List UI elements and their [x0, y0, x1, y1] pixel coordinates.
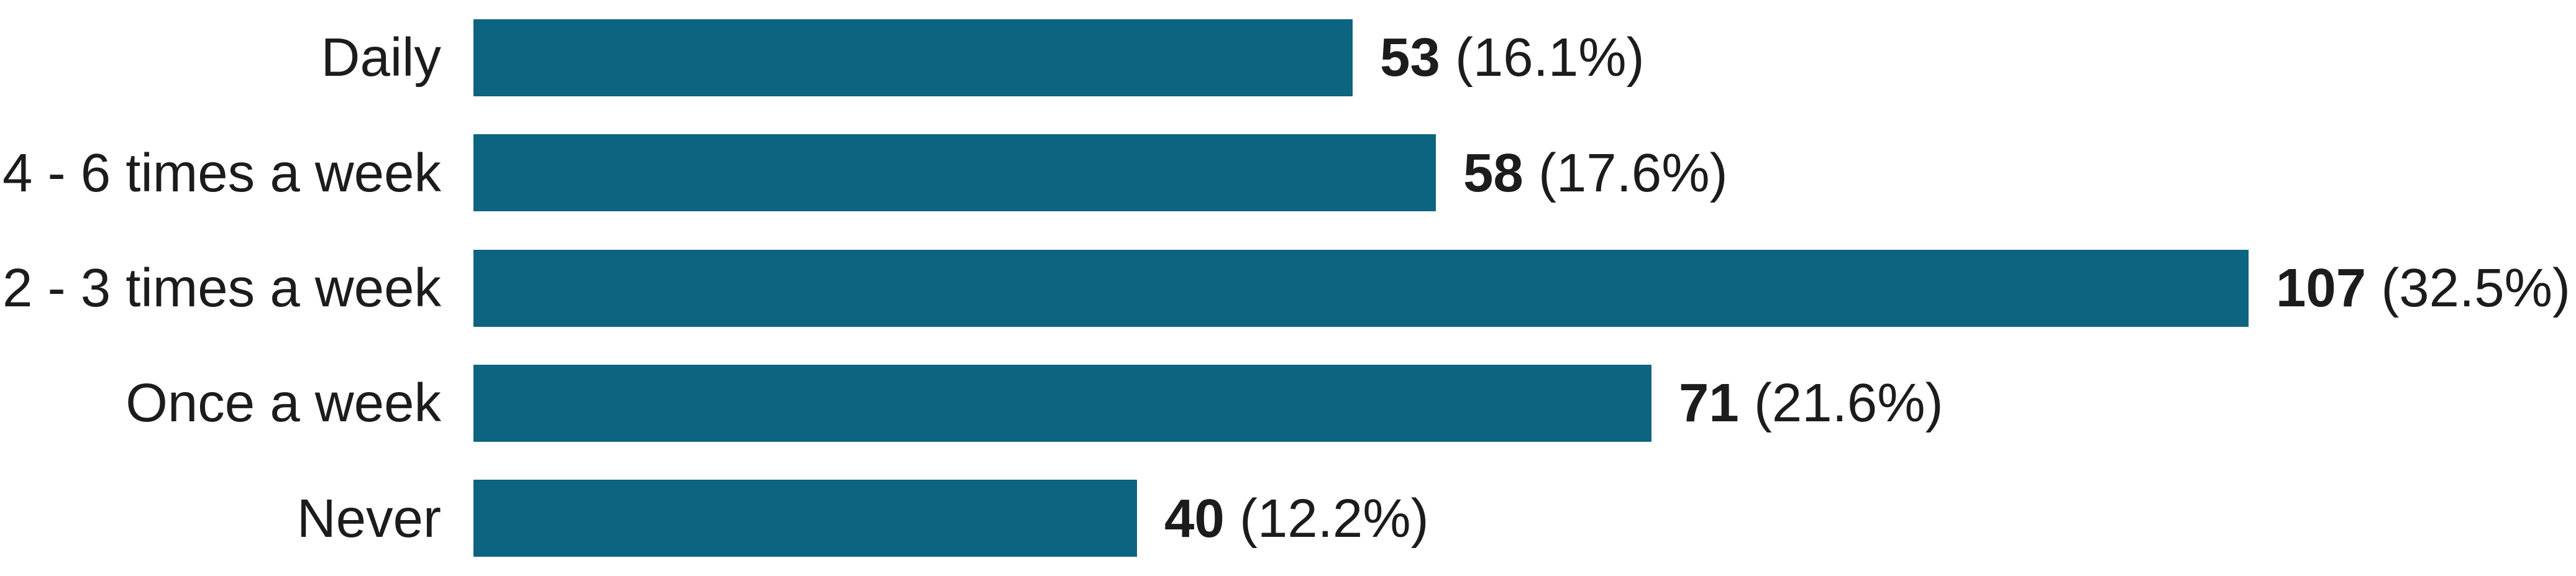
bar-row: Daily 53 (16.1%) [0, 0, 2576, 115]
value-percent: (12.2%) [1239, 488, 1429, 549]
bar-track: 53 (16.1%) [473, 19, 2576, 96]
bar-track: 40 (12.2%) [473, 480, 2576, 557]
value-count: 53 [1380, 27, 1440, 88]
value-percent: (21.6%) [1753, 373, 1943, 434]
value-count: 107 [2276, 258, 2367, 319]
value-label: 58 (17.6%) [1463, 146, 1728, 200]
category-label: Once a week [126, 373, 441, 434]
bar [473, 19, 1353, 96]
bar-row: Once a week 71 (21.6%) [0, 345, 2576, 460]
category-label: Never [296, 488, 441, 549]
value-percent: (17.6%) [1538, 142, 1728, 203]
value-percent: (16.1%) [1455, 27, 1645, 88]
value-count: 58 [1463, 142, 1523, 203]
category-label: 4 - 6 times a week [2, 142, 441, 203]
bar [473, 249, 2249, 327]
bar-track: 107 (32.5%) [473, 249, 2576, 327]
bar-row: Never 40 (12.2%) [0, 461, 2576, 576]
bar [473, 134, 1436, 212]
value-label: 40 (12.2%) [1164, 491, 1429, 546]
value-count: 71 [1679, 373, 1739, 434]
value-label: 71 (21.6%) [1679, 376, 1943, 430]
value-label: 107 (32.5%) [2276, 261, 2570, 315]
bar [473, 480, 1137, 557]
bar-track: 58 (17.6%) [473, 134, 2576, 212]
bar-row: 4 - 6 times a week 58 (17.6%) [0, 115, 2576, 230]
bar-row: 2 - 3 times a week 107 (32.5%) [0, 231, 2576, 345]
value-count: 40 [1164, 488, 1225, 549]
category-label: 2 - 3 times a week [2, 258, 441, 319]
category-label: Daily [321, 27, 441, 88]
bar [473, 364, 1651, 442]
value-label: 53 (16.1%) [1380, 30, 1645, 85]
value-percent: (32.5%) [2381, 258, 2570, 319]
bar-track: 71 (21.6%) [473, 364, 2576, 442]
